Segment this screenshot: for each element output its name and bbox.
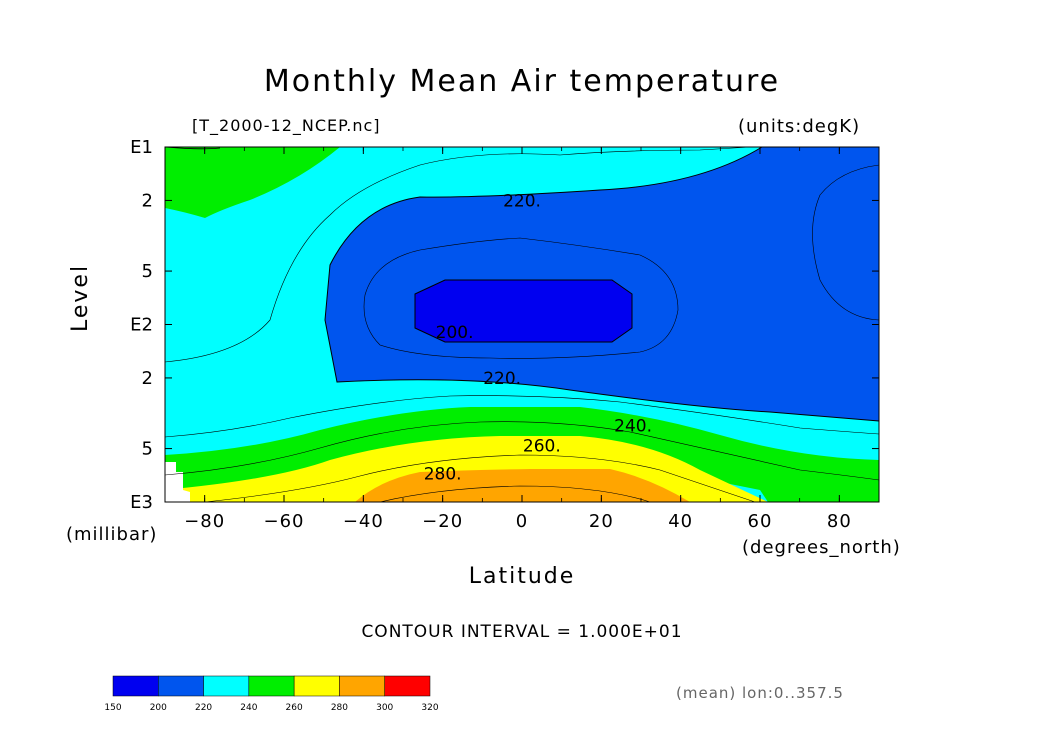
x-tick-label: −60 xyxy=(264,511,305,532)
y-tick-label: 5 xyxy=(142,439,153,460)
contour-line xyxy=(164,395,880,438)
colorbar-swatch xyxy=(112,675,159,697)
band-190-200 xyxy=(415,280,632,342)
colorbar-swatch xyxy=(158,675,204,697)
contour-fills xyxy=(165,147,879,502)
band-280-300 xyxy=(355,469,690,502)
y-tick-label: 5 xyxy=(142,261,153,282)
colorbar-swatch xyxy=(203,675,250,697)
colorbar-swatch xyxy=(384,675,431,697)
contour-label: 220. xyxy=(503,191,541,211)
colorbar-label: 150 xyxy=(104,703,121,713)
colorbar-label: 300 xyxy=(376,703,393,713)
x-axis-label: Latitude xyxy=(468,564,576,589)
contour-line xyxy=(379,485,651,503)
contour-line xyxy=(363,237,679,359)
x-tick-label: 60 xyxy=(748,511,773,532)
units-label: (units:degK) xyxy=(738,116,861,137)
band-240-260-lower xyxy=(165,407,879,502)
contour-label: 260. xyxy=(523,436,561,456)
x-tick-label: 40 xyxy=(668,511,693,532)
colorbar-label: 280 xyxy=(331,703,348,713)
y-tick-label: E1 xyxy=(130,137,153,158)
contour-line xyxy=(414,279,633,343)
contour-interval-text: CONTOUR INTERVAL = 1.000E+01 xyxy=(361,622,683,642)
colorbar-label: 260 xyxy=(286,703,303,713)
contour-label: 200. xyxy=(436,323,474,343)
y-tick-label: E2 xyxy=(130,315,153,336)
missing-data-patch xyxy=(165,462,190,502)
contour-line xyxy=(812,164,880,321)
colorbar-swatch xyxy=(293,675,340,697)
colorbar-swatch xyxy=(248,675,295,697)
colorbar-swatch xyxy=(339,675,385,697)
y-tick-label: 2 xyxy=(142,368,153,389)
contour-line xyxy=(164,146,751,363)
y-axis-unit: (millibar) xyxy=(66,524,158,545)
colorbar-label: 200 xyxy=(150,703,167,713)
contour-label: 240. xyxy=(614,416,652,436)
contour-labels: 220. 200. 220. 240. 260. 280. xyxy=(424,191,652,484)
x-tick-label: −80 xyxy=(184,511,225,532)
contour-line xyxy=(204,454,756,503)
mean-info-text: (mean) lon:0..357.5 xyxy=(676,684,844,702)
file-label: [T_2000-12_NCEP.nc] xyxy=(192,116,381,135)
contour-line xyxy=(324,146,880,422)
y-tick-label: E3 xyxy=(130,492,153,513)
x-tick-label: 80 xyxy=(827,511,852,532)
colorbar-label: 320 xyxy=(421,703,438,713)
colorbar: 150 200 220 240 260 280 300 320 xyxy=(104,675,439,713)
x-tick-label: −40 xyxy=(343,511,384,532)
x-tick-label: 0 xyxy=(516,511,528,532)
y-tick-label: 2 xyxy=(142,190,153,211)
x-tick-label: −20 xyxy=(422,511,463,532)
band-240-260-top-left xyxy=(165,147,340,218)
x-axis-ticks: −80 −60 −40 −20 0 20 40 60 80 xyxy=(164,147,880,532)
colorbar-label: 220 xyxy=(195,703,212,713)
contour-label: 220. xyxy=(483,369,521,389)
chart-title: Monthly Mean Air temperature xyxy=(263,64,781,99)
y-axis-ticks: E1 2 5 E2 2 5 E3 xyxy=(130,137,879,513)
colorbar-label: 240 xyxy=(240,703,257,713)
contour-label: 280. xyxy=(424,464,462,484)
x-tick-label: 20 xyxy=(589,511,614,532)
x-axis-unit: (degrees_north) xyxy=(742,537,901,558)
contour-line xyxy=(164,421,880,481)
